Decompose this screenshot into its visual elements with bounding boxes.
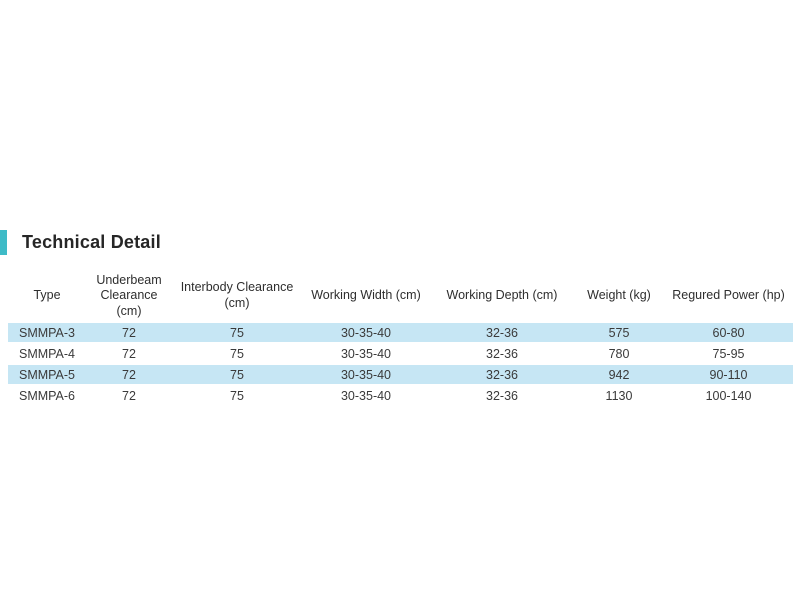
column-header-interbody-clearance: Interbody Clearance (cm): [180, 280, 294, 310]
column-header-weight: Weight (kg): [587, 288, 651, 303]
column-header-type: Type: [33, 288, 61, 303]
table-header: Type Underbeam Clearance (cm) Interbody Cl…: [8, 271, 793, 322]
cell-weight: 780: [608, 346, 630, 361]
cell-interbody-clearance: 75: [230, 346, 244, 361]
table-row: SMMPA-6 72 75 30-35-40 32-36 1130 100-140: [8, 385, 793, 406]
column-header-working-depth: Working Depth (cm): [446, 288, 558, 303]
cell-type: SMMPA-3: [18, 325, 76, 340]
table-row: SMMPA-3 72 75 30-35-40 32-36 575 60-80: [8, 322, 793, 343]
column-header-underbeam-clearance: Underbeam Clearance (cm): [96, 272, 162, 318]
technical-detail-table: Type Underbeam Clearance (cm) Interbody Cl…: [8, 271, 793, 406]
table-row: SMMPA-5 72 75 30-35-40 32-36 942 90-110: [8, 364, 793, 385]
cell-regured-power: 90-110: [709, 367, 748, 382]
cell-regured-power: 60-80: [712, 325, 745, 340]
cell-type: SMMPA-5: [18, 367, 76, 382]
table-body: SMMPA-3 72 75 30-35-40 32-36 575 60-80 SMMPA-4 7…: [8, 322, 793, 406]
title-accent-block: [0, 229, 7, 255]
cell-underbeam-clearance: 72: [122, 367, 136, 382]
cell-working-width: 30-35-40: [340, 389, 392, 403]
table-row: SMMPA-4 72 75 30-35-40 32-36 780 75-95: [8, 343, 793, 364]
cell-weight: 942: [608, 367, 630, 382]
cell-interbody-clearance: 75: [230, 367, 244, 382]
cell-underbeam-clearance: 72: [122, 325, 136, 340]
cell-working-width: 30-35-40: [340, 325, 392, 340]
cell-interbody-clearance: 75: [230, 325, 244, 340]
cell-working-depth: 32-36: [486, 389, 518, 403]
cell-type: SMMPA-6: [18, 389, 76, 403]
cell-weight: 1130: [605, 389, 633, 403]
cell-regured-power: 100-140: [705, 389, 752, 403]
cell-underbeam-clearance: 72: [122, 389, 136, 403]
cell-working-depth: 32-36: [486, 367, 518, 382]
section-title-row: Technical Detail: [0, 229, 161, 255]
cell-regured-power: 75-95: [712, 346, 745, 361]
cell-working-depth: 32-36: [486, 325, 518, 340]
cell-underbeam-clearance: 72: [122, 346, 136, 361]
column-header-working-width: Working Width (cm): [311, 288, 421, 303]
cell-type: SMMPA-4: [18, 346, 76, 361]
cell-interbody-clearance: 75: [230, 389, 244, 403]
table-header-row: Type Underbeam Clearance (cm) Interbody Cl…: [8, 271, 793, 322]
cell-working-width: 30-35-40: [340, 346, 392, 361]
cell-weight: 575: [608, 325, 630, 340]
column-header-regured-power: Regured Power (hp): [672, 288, 785, 303]
cell-working-width: 30-35-40: [340, 367, 392, 382]
page-title: Technical Detail: [22, 231, 161, 252]
cell-working-depth: 32-36: [486, 346, 518, 361]
